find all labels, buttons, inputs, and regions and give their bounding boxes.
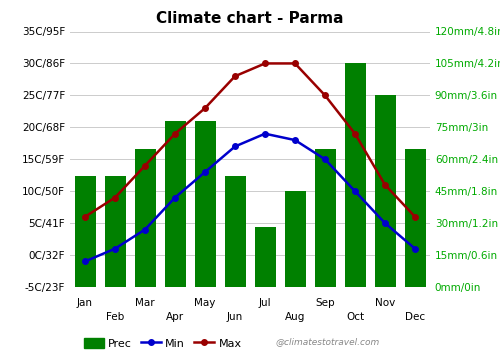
Text: Sep: Sep	[315, 298, 335, 308]
Title: Climate chart - Parma: Climate chart - Parma	[156, 11, 344, 26]
Text: Jan: Jan	[77, 298, 93, 308]
Bar	[344, 63, 366, 287]
Bar	[134, 149, 156, 287]
Text: Mar: Mar	[135, 298, 155, 308]
Bar	[224, 176, 246, 287]
Text: May: May	[194, 298, 216, 308]
Text: Jul: Jul	[258, 298, 272, 308]
Bar	[194, 121, 216, 287]
Text: Feb: Feb	[106, 312, 124, 322]
Text: Nov: Nov	[375, 298, 395, 308]
Text: Dec: Dec	[405, 312, 425, 322]
Text: Jun: Jun	[227, 312, 243, 322]
Text: Apr: Apr	[166, 312, 184, 322]
Bar	[284, 191, 306, 287]
Bar	[374, 95, 396, 287]
Bar	[74, 176, 96, 287]
Bar	[404, 149, 425, 287]
Legend: Prec, Min, Max: Prec, Min, Max	[79, 333, 246, 350]
Bar	[254, 228, 276, 287]
Text: Aug: Aug	[285, 312, 305, 322]
Bar	[314, 149, 336, 287]
Bar	[164, 121, 186, 287]
Text: @climatestotravel.com: @climatestotravel.com	[275, 337, 380, 346]
Bar	[104, 176, 126, 287]
Text: Oct: Oct	[346, 312, 364, 322]
